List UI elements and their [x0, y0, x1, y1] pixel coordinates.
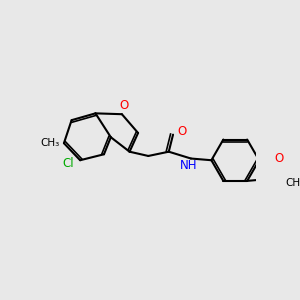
Text: O: O — [177, 125, 186, 138]
Text: CH₃: CH₃ — [285, 178, 300, 188]
Text: O: O — [274, 152, 283, 165]
Text: NH: NH — [180, 159, 197, 172]
Text: O: O — [119, 99, 128, 112]
Text: Cl: Cl — [62, 157, 74, 170]
Text: CH₃: CH₃ — [41, 138, 60, 148]
